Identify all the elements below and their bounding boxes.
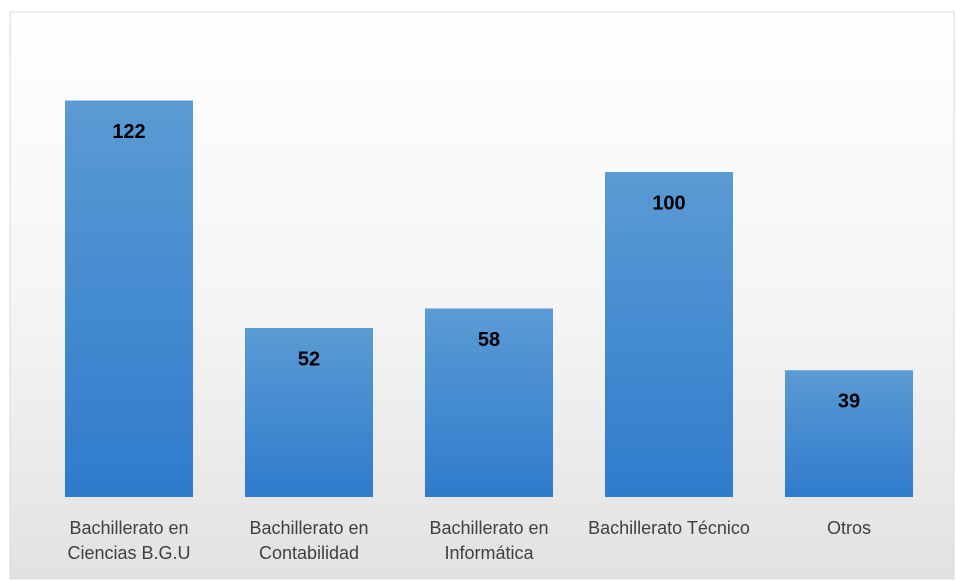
value-label: 52 — [298, 348, 320, 370]
bar — [785, 370, 913, 497]
value-label: 100 — [652, 192, 685, 214]
value-label: 122 — [112, 121, 145, 143]
value-label: 58 — [478, 329, 500, 351]
x-tick-label: Bachillerato en Contabilidad — [249, 518, 369, 563]
bar — [245, 328, 373, 497]
x-tick-label: Bachillerato en Ciencias B.G.U — [67, 518, 191, 563]
x-tick-label: Bachillerato en Informática — [429, 518, 549, 563]
x-tick-label: Bachillerato Técnico — [588, 518, 750, 538]
value-label: 39 — [838, 391, 860, 413]
x-tick-label: Otros — [826, 518, 871, 538]
bar — [65, 100, 193, 497]
bar — [605, 172, 733, 497]
bar — [425, 308, 553, 497]
